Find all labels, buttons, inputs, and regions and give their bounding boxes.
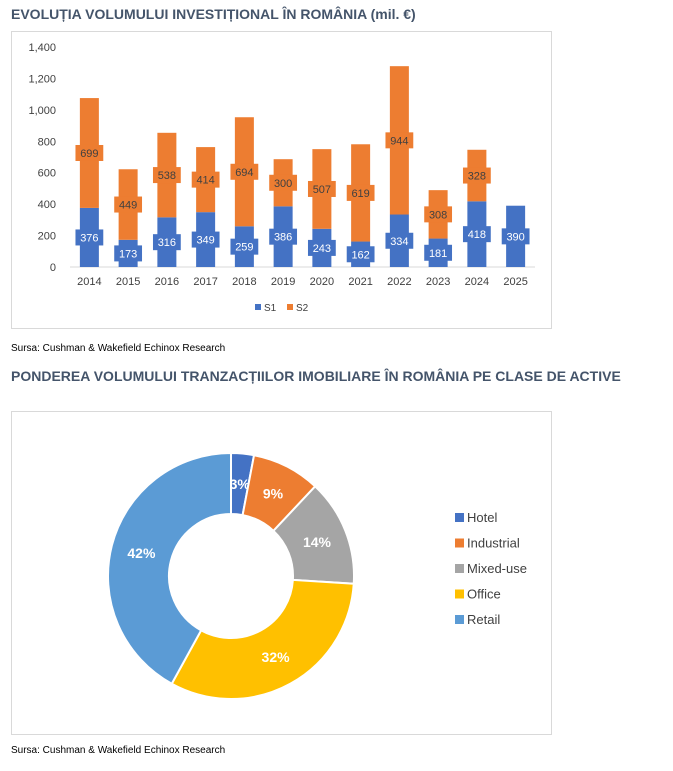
data-label-s1-2016: 316 (158, 237, 176, 249)
data-label-s2-2024: 328 (468, 171, 486, 183)
data-label-s2-2020: 507 (313, 184, 331, 196)
data-label-s1-2024: 418 (468, 229, 486, 241)
legend-swatch-hotel (455, 513, 464, 522)
data-label-bg-s2-2014 (75, 144, 104, 161)
data-label-bg-s2-2019 (269, 174, 298, 191)
legend-label-mixed-use: Mixed-use (467, 561, 527, 576)
data-label-bg-s2-2015 (114, 196, 143, 213)
data-label-bg-s1-2015 (114, 245, 143, 262)
data-label-bg-s1-2018 (230, 238, 259, 255)
data-label-bg-s2-2018 (230, 163, 259, 180)
x-tick-label: 2014 (77, 276, 101, 288)
donut-slice-retail (107, 451, 232, 686)
legend-label-s2: S2 (296, 303, 309, 314)
x-tick-label: 2022 (387, 276, 411, 288)
donut-label-retail: 42% (127, 545, 156, 561)
data-label-bg-s1-2017 (191, 231, 220, 248)
data-label-s2-2019: 300 (274, 178, 292, 190)
data-label-bg-s1-2024 (462, 226, 491, 243)
data-label-bg-s2-2021 (346, 184, 375, 201)
data-label-s1-2018: 259 (235, 242, 253, 254)
donut-label-mixed-use: 14% (303, 534, 332, 550)
data-label-bg-s1-2016 (152, 234, 181, 251)
data-label-bg-s2-2020 (307, 180, 336, 197)
legend-swatch-mixed-use (455, 564, 464, 573)
legend-swatch-s1 (255, 304, 261, 310)
data-label-bg-s2-2022 (385, 132, 414, 149)
x-tick-label: 2016 (155, 276, 179, 288)
donut-chart-container: 3% 9% 14% 32% 42% Hotel Industrial Mixed-use Off… (11, 411, 552, 735)
data-label-s2-2018: 694 (235, 167, 253, 179)
data-label-bg-s1-2014 (75, 229, 104, 246)
y-tick-label: 1,000 (28, 105, 56, 117)
data-label-bg-s1-2022 (385, 232, 414, 249)
legend-label-hotel: Hotel (467, 510, 497, 525)
data-label-s2-2016: 538 (158, 170, 176, 182)
data-label-bg-s1-2019 (269, 228, 298, 245)
donut-chart: 3% 9% 14% 32% 42% Hotel Industrial Mixed-use Off… (107, 451, 527, 700)
data-label-bg-s2-2017 (191, 171, 220, 188)
y-tick-label: 600 (38, 168, 56, 180)
data-label-s2-2022: 944 (390, 135, 408, 147)
legend-swatch-industrial (455, 538, 464, 548)
data-label-s1-2019: 386 (274, 232, 292, 244)
y-tick-label: 1,200 (28, 73, 56, 85)
data-label-bg-s1-2025 (501, 228, 530, 245)
bar-chart-container: 0 200 400 600 800 1,000 1,200 1,400 376 699 2014 17… (11, 31, 552, 329)
data-label-s1-2021: 162 (351, 249, 369, 261)
data-label-s2-2021: 619 (351, 188, 369, 200)
x-tick-label: 2021 (348, 276, 372, 288)
legend-label-s1: S1 (264, 303, 277, 314)
data-label-bg-s1-2023 (424, 244, 453, 261)
data-label-s1-2014: 376 (80, 232, 98, 244)
legend-label-office: Office (467, 587, 501, 602)
legend-swatch-retail (455, 615, 464, 624)
donut-label-industrial: 9% (263, 486, 284, 502)
legend-swatch-office (455, 589, 464, 599)
data-label-bg-s2-2023 (424, 206, 453, 223)
y-tick-label: 200 (38, 231, 56, 243)
data-label-s1-2023: 181 (429, 248, 447, 260)
data-label-s1-2017: 349 (196, 235, 214, 247)
donut-chart-title: PONDEREA VOLUMULUI TRANZACȚIILOR IMOBILI… (11, 368, 621, 384)
data-label-s2-2023: 308 (429, 209, 447, 221)
y-tick-label: 0 (50, 262, 56, 274)
bar-chart-source: Sursa: Cushman & Wakefield Echinox Resea… (11, 343, 226, 354)
data-label-s2-2017: 414 (196, 175, 214, 187)
donut-slice-office (170, 578, 355, 700)
x-tick-label: 2023 (426, 276, 450, 288)
data-label-s2-2015: 449 (119, 200, 137, 212)
x-tick-label: 2017 (193, 276, 217, 288)
data-label-s1-2020: 243 (313, 243, 331, 255)
data-label-bg-s1-2020 (307, 239, 336, 256)
y-tick-label: 800 (38, 136, 56, 148)
x-tick-label: 2025 (503, 276, 527, 288)
x-tick-label: 2019 (271, 276, 295, 288)
donut-label-office: 32% (262, 649, 291, 665)
bar-chart: 0 200 400 600 800 1,000 1,200 1,400 376 699 2014 17… (28, 42, 535, 314)
y-tick-label: 1,400 (28, 42, 56, 54)
data-label-s2-2014: 699 (80, 148, 98, 160)
data-label-s1-2022: 334 (390, 236, 408, 248)
data-label-s1-2025: 390 (506, 231, 524, 243)
donut-chart-source: Sursa: Cushman & Wakefield Echinox Resea… (11, 745, 226, 756)
data-label-bg-s2-2016 (152, 167, 181, 184)
data-label-s1-2015: 173 (119, 248, 137, 260)
data-label-bg-s2-2024 (462, 167, 491, 184)
legend-swatch-s2 (287, 304, 293, 310)
x-tick-label: 2020 (310, 276, 334, 288)
x-tick-label: 2015 (116, 276, 140, 288)
legend-label-industrial: Industrial (467, 536, 520, 551)
x-tick-label: 2018 (232, 276, 256, 288)
bar-chart-title: EVOLUȚIA VOLUMULUI INVESTIȚIONAL ÎN ROMÂ… (11, 6, 416, 22)
legend-label-retail: Retail (467, 612, 500, 627)
y-tick-label: 400 (38, 199, 56, 211)
x-tick-label: 2024 (465, 276, 489, 288)
data-label-bg-s1-2021 (346, 246, 375, 263)
donut-label-hotel: 3% (230, 476, 251, 492)
